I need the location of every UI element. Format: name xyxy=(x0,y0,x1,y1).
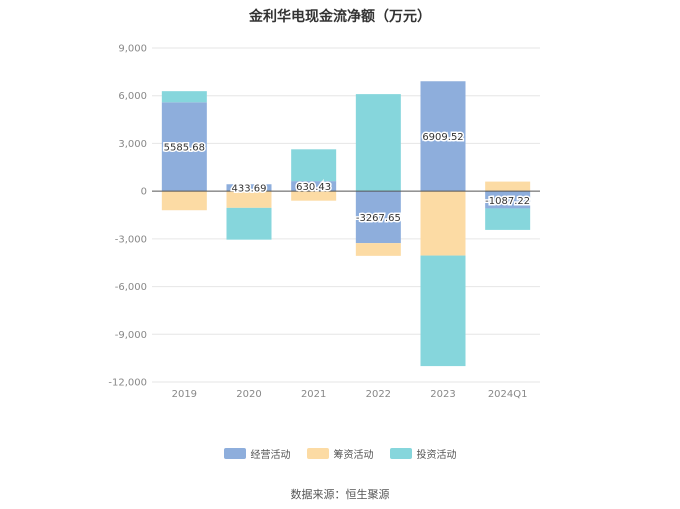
legend-swatch-financing xyxy=(306,448,329,459)
bar-financing[interactable] xyxy=(355,243,401,256)
bar-financing[interactable] xyxy=(420,191,466,256)
bar-investing[interactable] xyxy=(485,208,531,230)
data-label: 433.69 xyxy=(232,184,267,195)
bar-operating[interactable] xyxy=(226,184,272,192)
data-label: -3267.65 xyxy=(356,213,401,224)
source-note: 数据来源：恒生聚源 xyxy=(290,488,390,501)
data-label: 630.43 xyxy=(296,182,331,193)
bar-investing[interactable] xyxy=(291,149,337,182)
x-tick-label: 2021 xyxy=(301,389,326,400)
x-tick-label: 2023 xyxy=(430,389,455,400)
legend-item-investing[interactable]: 投资活动 xyxy=(389,446,457,461)
bar-investing[interactable] xyxy=(161,91,207,103)
legend-label-investing: 投资活动 xyxy=(416,450,457,461)
legend: 经营活动 筹资活动 投资活动 xyxy=(0,446,680,461)
chart-title: 金利华电现金流净额（万元） xyxy=(249,9,431,25)
x-tick-label: 2024Q1 xyxy=(488,389,528,400)
y-tick-label: 6,000 xyxy=(118,91,147,102)
y-tick-label: 3,000 xyxy=(118,139,147,150)
y-tick-label: -3,000 xyxy=(115,234,147,245)
data-label: 6909.52 xyxy=(422,132,463,143)
bar-investing[interactable] xyxy=(355,94,401,192)
legend-label-financing: 筹资活动 xyxy=(333,450,374,461)
data-label: 5585.68 xyxy=(164,143,205,154)
legend-label-operating: 经营活动 xyxy=(250,450,291,461)
bar-financing[interactable] xyxy=(226,191,272,208)
bar-operating[interactable] xyxy=(420,81,466,192)
x-tick-label: 2020 xyxy=(236,389,261,400)
bar-operating[interactable] xyxy=(485,191,531,209)
y-tick-label: 0 xyxy=(141,187,147,198)
y-tick-label: -12,000 xyxy=(108,378,147,389)
bar-financing[interactable] xyxy=(161,191,207,211)
y-tick-label: -9,000 xyxy=(115,330,147,341)
bar-operating[interactable] xyxy=(291,181,337,192)
legend-item-financing[interactable]: 筹资活动 xyxy=(306,446,374,461)
legend-item-operating[interactable]: 经营活动 xyxy=(223,446,291,461)
bar-financing[interactable] xyxy=(485,181,531,192)
y-tick-label: -6,000 xyxy=(115,282,147,293)
bar-investing[interactable] xyxy=(420,255,466,367)
bar-investing[interactable] xyxy=(226,207,272,240)
bar-operating[interactable] xyxy=(161,102,207,192)
legend-swatch-operating xyxy=(223,448,246,459)
data-label: -1087.22 xyxy=(485,196,530,207)
bar-operating[interactable] xyxy=(355,191,401,244)
bar-financing[interactable] xyxy=(291,191,337,201)
x-tick-label: 2019 xyxy=(172,389,197,400)
y-tick-label: 9,000 xyxy=(118,44,147,55)
x-tick-label: 2022 xyxy=(366,389,391,400)
legend-swatch-investing xyxy=(389,448,412,459)
